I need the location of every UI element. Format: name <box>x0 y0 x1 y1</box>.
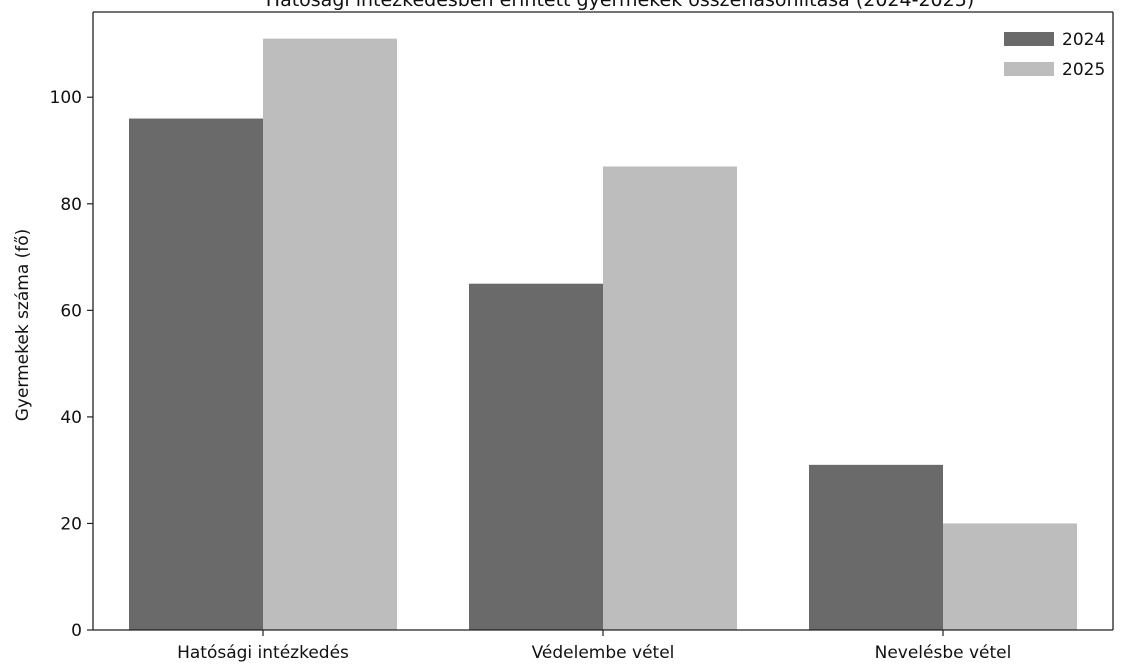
bar-2024-1 <box>129 118 263 630</box>
y-tick-label: 0 <box>71 621 82 641</box>
bars-layer <box>129 38 1077 630</box>
y-tick-label: 80 <box>60 195 82 215</box>
y-tick-label: 60 <box>60 301 82 321</box>
legend-label: 2024 <box>1062 30 1105 50</box>
bar-2025-1 <box>263 38 397 630</box>
legend-label: 2025 <box>1062 60 1105 80</box>
bar-2025-3 <box>943 523 1077 630</box>
x-tick-label: Hatósági intézkedés <box>177 643 349 663</box>
axes-layer: 0 20 40 60 80 100 Hatósági intézkedés Védelembe… <box>50 11 1114 663</box>
legend-swatch-2024 <box>1004 32 1054 46</box>
y-axis-label: Gyermekek száma (fő) <box>13 229 33 422</box>
chart-title: Hatósági intézkedésben érintett gyermeke… <box>266 0 974 11</box>
legend-swatch-2025 <box>1004 62 1054 76</box>
y-tick-label: 20 <box>60 514 82 534</box>
legend: 2024 2025 <box>1004 30 1105 80</box>
bar-2024-2 <box>469 283 603 630</box>
y-tick-label: 100 <box>50 88 82 108</box>
bar-2024-3 <box>809 464 943 630</box>
x-tick-label: Nevelésbe vétel <box>875 643 1012 663</box>
y-tick-label: 40 <box>60 408 82 428</box>
x-tick-label: Védelembe vétel <box>532 643 675 663</box>
bar-2025-2 <box>603 166 737 630</box>
